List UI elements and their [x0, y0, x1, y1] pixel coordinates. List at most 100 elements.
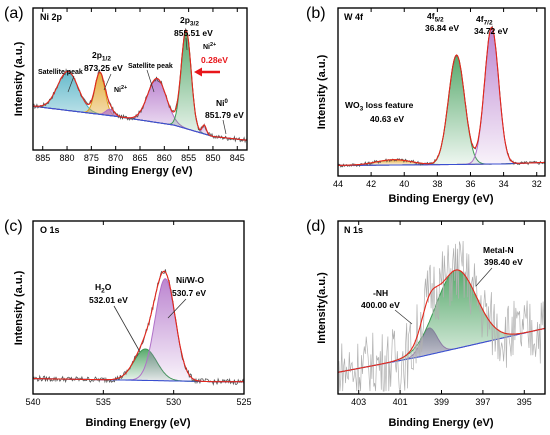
- annotation-h2o-label: H2O: [95, 282, 112, 295]
- fit-envelope-line-a: [33, 29, 248, 141]
- x-axis-title-a: Binding Energy (eV): [87, 165, 192, 177]
- plot-area-a: [32, 27, 248, 144]
- annotation-ni2-right: Ni2+: [203, 42, 216, 51]
- x-tick-label: 855: [181, 153, 196, 163]
- x-tick-label: 38: [432, 179, 442, 189]
- x-tick-label: 535: [96, 397, 111, 407]
- fit-envelope-line-c: [33, 270, 244, 383]
- leader-line: [67, 75, 75, 93]
- x-ticks-c: 540 535 530 525: [25, 221, 252, 407]
- x-tick-label: 540: [25, 397, 40, 407]
- annotation-h2o-value: 532.01 eV: [89, 295, 128, 305]
- x-tick-label: 399: [434, 397, 449, 407]
- plot-area-c: [32, 269, 245, 387]
- leader-line: [146, 69, 155, 93]
- annotation-4f72-label: 4f7/2: [476, 14, 493, 27]
- leader-line: [222, 119, 227, 135]
- x-tick-label: 530: [166, 397, 181, 407]
- annotation-metal-n-label: Metal-N: [483, 245, 514, 255]
- panel-n-1s: (d) N 1s 403 401 399 397 395 Binding Energy …: [306, 218, 546, 429]
- x-tick-label: 885: [35, 153, 50, 163]
- leader-line: [475, 267, 493, 287]
- peak-fill-a-4: [33, 30, 247, 141]
- annotation-4f52-label: 4f5/2: [427, 11, 444, 24]
- panel-ni-2p: (a) Ni 2p 885 880 875 870 865 860 855 850 845 Bi…: [4, 5, 248, 177]
- peak-fill-c-0: [33, 349, 244, 382]
- panel-letter-b: (b): [306, 5, 326, 22]
- leader-line-niwo: [167, 298, 187, 319]
- annotation-2p32-value: 855.51 eV: [174, 28, 213, 38]
- x-tick-label: 845: [230, 153, 245, 163]
- annotation-2p12-value: 873.25 eV: [84, 63, 123, 73]
- x-tick-label: 44: [333, 179, 343, 189]
- panel-letter-c: (c): [4, 218, 23, 235]
- annotation-niwo-value: 530.7 eV: [172, 288, 206, 298]
- annotation-satellite-left: Satellite peak: [38, 69, 83, 76]
- annotation-2p32-label: 2p3/2: [180, 15, 199, 28]
- panel-title-b: W 4f: [344, 12, 364, 22]
- x-tick-label: 850: [205, 153, 220, 163]
- leader-line-h2o: [113, 305, 141, 353]
- annotation-wo3-loss-label: WO3 loss feature: [345, 100, 414, 113]
- y-axis-title-b: Intensity (a.u.): [316, 54, 328, 129]
- fit-envelope-line-d: [337, 269, 546, 373]
- leader-line: [103, 73, 112, 91]
- panel-title-c: O 1s: [40, 225, 60, 235]
- x-tick-label: 870: [108, 153, 123, 163]
- annotation-4f72-value: 34.72 eV: [474, 26, 508, 36]
- annotation-ni0-label: Ni0: [216, 98, 229, 108]
- panel-title-d: N 1s: [344, 225, 363, 235]
- peak-fill-d-1: [338, 270, 545, 373]
- x-tick-label: 875: [84, 153, 99, 163]
- panel-w-4f: (b) W 4f 44 42 40 38 36 34 32 Binding Energy (…: [306, 5, 546, 205]
- x-tick-label: 525: [236, 397, 251, 407]
- x-ticks-d: 403 401 399 397 395: [351, 221, 532, 407]
- x-tick-label: 401: [393, 397, 408, 407]
- x-tick-label: 36: [465, 179, 475, 189]
- x-tick-label: 34: [499, 179, 509, 189]
- x-tick-label: 395: [517, 397, 532, 407]
- annotation-nh-label: -NH: [373, 288, 388, 298]
- x-axis-title-d: Binding Energy (eV): [388, 417, 493, 429]
- x-tick-label: 32: [532, 179, 542, 189]
- panel-o-1s: (c) O 1s 540 535 530 525 Binding Energy (eV…: [4, 218, 252, 429]
- x-tick-label: 880: [60, 153, 75, 163]
- x-axis-title-b: Binding Energy (eV): [388, 193, 493, 205]
- y-axis-title-a: Intensity (a.u.): [13, 41, 25, 116]
- annotation-2p12-label: 2p1/2: [92, 50, 111, 63]
- x-tick-label: 42: [366, 179, 376, 189]
- leader-line: [185, 37, 188, 51]
- x-ticks-b: 44 42 40 38 36 34 32: [333, 8, 542, 189]
- peak-fill-a-0: [33, 71, 247, 141]
- annotation-metal-n-value: 398.40 eV: [484, 257, 523, 267]
- annotation-4f52-value: 36.84 eV: [425, 23, 459, 33]
- x-axis-title-c: Binding Energy (eV): [85, 417, 190, 429]
- y-axis-title-c: Intensity (a.u.): [13, 270, 25, 345]
- raw-data-line-d: [337, 240, 546, 392]
- annotation-shift: 0.28eV: [201, 55, 228, 65]
- fit-envelope-line-b: [338, 26, 545, 166]
- annotation-wo3-loss-value: 40.63 eV: [370, 114, 404, 124]
- background-line-b: [338, 161, 545, 166]
- x-tick-label: 403: [351, 397, 366, 407]
- panel-title-a: Ni 2p: [40, 12, 63, 22]
- annotation-satellite-right: Satellite peak: [128, 63, 173, 70]
- annotation-ni2-left: Ni2+: [114, 85, 127, 94]
- peak-fill-b-2: [338, 27, 545, 166]
- plot-area-b: [337, 25, 546, 168]
- x-tick-label: 40: [399, 179, 409, 189]
- plot-area-d: [337, 240, 546, 392]
- x-tick-label: 397: [475, 397, 490, 407]
- shift-arrow-icon: [194, 67, 220, 77]
- panel-letter-a: (a): [4, 5, 24, 22]
- annotation-niwo-label: Ni/W-O: [176, 275, 205, 285]
- x-tick-label: 865: [132, 153, 147, 163]
- y-axis-title-d: Intensity(a.u.): [316, 272, 328, 344]
- x-tick-label: 860: [157, 153, 172, 163]
- leader-line: [394, 309, 413, 325]
- annotation-nh-value: 400.00 eV: [361, 300, 400, 310]
- annotation-ni0-value: 851.79 eV: [205, 110, 244, 120]
- x-ticks-a: 885 880 875 870 865 860 855 850 845: [35, 8, 245, 163]
- panel-letter-d: (d): [306, 218, 326, 235]
